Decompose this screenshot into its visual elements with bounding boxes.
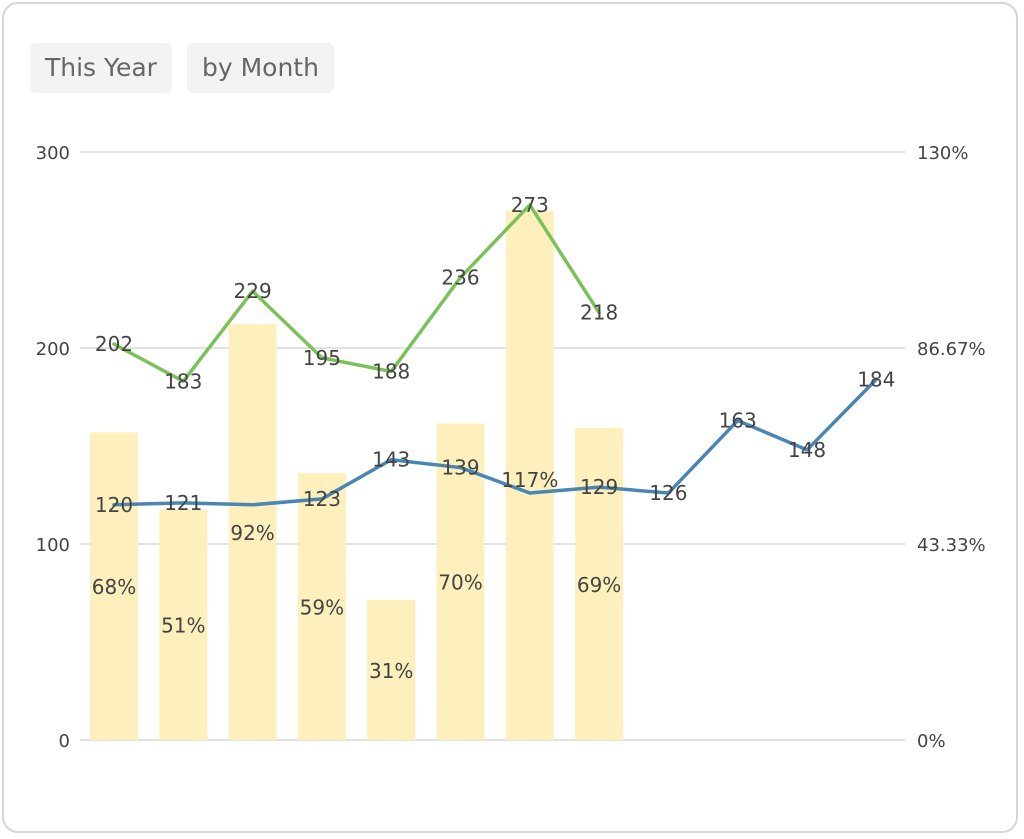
by-month-button[interactable]: by Month: [186, 43, 334, 93]
blue-point-label: 163: [719, 409, 757, 433]
bar: [436, 423, 485, 740]
blue-point-label: 126: [649, 481, 687, 505]
blue-series-line: [112, 377, 879, 507]
bar: [367, 599, 416, 740]
bar: [575, 427, 624, 740]
green-point-label: 273: [511, 193, 549, 217]
green-point-label: 229: [234, 279, 272, 303]
green-point-label: 183: [164, 369, 202, 393]
left-axis-tick-label: 100: [36, 535, 70, 556]
bar: [90, 432, 138, 740]
right-axis-tick-label: 130%: [917, 143, 968, 164]
this-year-button[interactable]: This Year: [30, 43, 172, 93]
right-axis-tick-label: 0%: [917, 731, 946, 752]
bar-data-label: 31%: [369, 659, 413, 683]
bar-data-label: 59%: [300, 596, 344, 620]
blue-point-label: 129: [580, 475, 618, 499]
bar-data-label: 68%: [92, 575, 136, 599]
bar: [159, 509, 208, 740]
blue-point-label: 123: [303, 487, 341, 511]
left-axis-tick-label: 0: [59, 731, 70, 752]
bar: [505, 210, 554, 741]
bar: [228, 323, 277, 740]
bar-data-label: 117%: [501, 468, 558, 492]
blue-point-label: 148: [788, 438, 826, 462]
green-point-label: 202: [95, 332, 133, 356]
green-point-label: 236: [441, 265, 479, 289]
green-point-label: 218: [580, 301, 618, 325]
bar-data-label: 51%: [161, 614, 205, 638]
bar-data-label: 70%: [438, 571, 482, 595]
right-axis-tick-label: 86.67%: [917, 339, 986, 360]
blue-point-label: 143: [372, 448, 410, 472]
blue-point-label: 139: [441, 456, 479, 480]
right-axis-tick-label: 43.33%: [917, 535, 986, 556]
blue-point-label: 184: [857, 367, 895, 391]
bar-data-label: 69%: [577, 573, 621, 597]
blue-point-label: 121: [164, 491, 202, 515]
green-point-label: 188: [372, 360, 410, 384]
left-axis-tick-label: 200: [36, 339, 70, 360]
bar-data-label: 92%: [230, 521, 274, 545]
green-point-label: 195: [303, 346, 341, 370]
chart-toolbar: This Year by Month: [30, 43, 334, 93]
green-series-line: [112, 203, 601, 384]
bar: [297, 473, 346, 740]
left-axis-tick-label: 300: [36, 143, 70, 164]
blue-point-label: 120: [95, 493, 133, 517]
